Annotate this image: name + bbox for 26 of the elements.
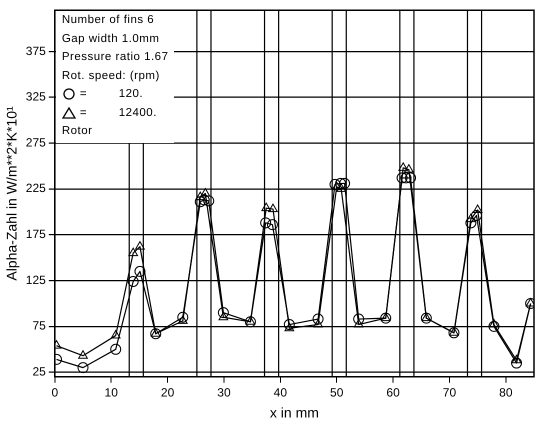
y-tick-label: 175 [26, 227, 46, 242]
y-tick-label: 275 [26, 135, 46, 150]
x-tick-label: 0 [51, 385, 58, 400]
legend-label: = 120. [80, 88, 144, 100]
legend-label: = 12400. [80, 106, 157, 119]
y-tick-label: 25 [32, 364, 46, 379]
x-tick-label: 60 [386, 385, 400, 400]
x-tick-label: 20 [160, 385, 175, 400]
x-axis-title: x in mm [270, 404, 319, 420]
y-axis-title: Alpha-Zahl in W/m**2*K*10¹ [3, 106, 20, 281]
annotation: Number of fins 6 [62, 13, 156, 28]
y-tick-label: 225 [26, 181, 46, 196]
annotation: Rotor [62, 124, 94, 140]
x-tick-label: 40 [274, 385, 288, 400]
x-tick-label: 70 [442, 385, 456, 400]
legend-title: Rot. speed: (rpm) [62, 68, 161, 84]
y-tick-label: 375 [26, 44, 46, 58]
annotation: Pressure ratio 1.67 [62, 50, 168, 66]
x-tick-label: 30 [217, 385, 231, 400]
y-tick-label: 125 [26, 272, 46, 287]
y-tick-label: 75 [32, 318, 46, 333]
x-tick-label: 80 [499, 385, 513, 400]
x-tick-label: 10 [104, 385, 118, 400]
annotation: Gap width 1.0mm [62, 32, 160, 47]
y-tick-label: 325 [26, 90, 46, 104]
x-tick-label: 50 [330, 385, 344, 400]
